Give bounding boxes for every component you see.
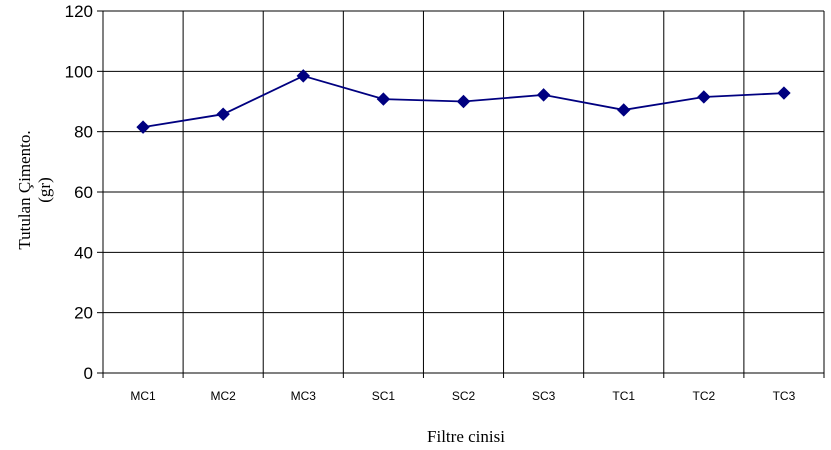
x-tick-label: SC1 [372, 389, 396, 403]
y-axis-title: Tutulan Çimento. (gr) [15, 130, 54, 249]
x-tick-label: MC2 [210, 389, 236, 403]
x-tick-label: MC3 [291, 389, 317, 403]
x-tick-label: TC3 [773, 389, 796, 403]
data-point-marker [296, 69, 310, 83]
y-axis-title-line-2: (gr) [35, 177, 54, 202]
data-point-marker [697, 90, 711, 104]
y-tick-label: 120 [65, 2, 93, 21]
axes [97, 10, 825, 378]
x-tick-labels: MC1 MC2 MC3 SC1 SC2 SC3 TC1 TC2 TC3 [130, 389, 795, 403]
x-tick-label: TC2 [692, 389, 715, 403]
x-tick-label: SC2 [452, 389, 476, 403]
data-point-marker [456, 94, 471, 109]
data-point-marker [136, 120, 150, 134]
y-tick-label: 80 [74, 123, 93, 142]
x-tick-label: SC3 [532, 389, 556, 403]
data-point-marker [617, 103, 631, 117]
y-tick-label: 60 [74, 183, 93, 202]
grid-lines [103, 10, 825, 373]
y-tick-label: 40 [74, 243, 93, 262]
y-tick-label: 20 [74, 304, 93, 323]
y-tick-label: 100 [65, 62, 93, 81]
series-markers [136, 69, 791, 134]
x-axis-title: Filtre cinisi [427, 427, 505, 446]
y-tick-labels: 0 20 40 60 80 100 120 [65, 2, 93, 383]
data-point-marker [376, 92, 391, 106]
x-tick-label: MC1 [130, 389, 156, 403]
y-tick-label: 0 [84, 364, 93, 383]
data-point-marker [777, 86, 791, 100]
x-tick-label: TC1 [612, 389, 635, 403]
data-point-marker [536, 88, 551, 102]
data-point-marker [216, 107, 230, 121]
y-axis-title-line-1: Tutulan Çimento. [15, 130, 34, 249]
